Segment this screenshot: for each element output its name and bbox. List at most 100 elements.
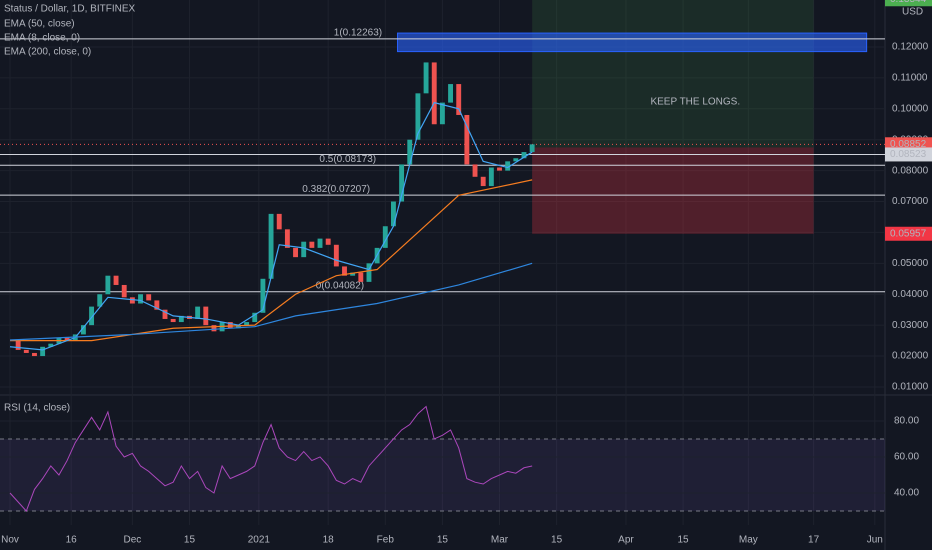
x-tick-label: Dec xyxy=(123,535,141,546)
candle xyxy=(203,306,209,326)
candle xyxy=(146,294,152,301)
candle xyxy=(309,241,315,248)
x-tick-label: 18 xyxy=(323,535,335,546)
x-tick-label: Mar xyxy=(491,535,509,546)
candle xyxy=(121,284,127,298)
candle xyxy=(521,152,527,159)
candle xyxy=(448,84,454,103)
candle xyxy=(211,325,217,332)
x-tick-label: 17 xyxy=(808,535,820,546)
candle xyxy=(80,325,86,335)
x-tick-label: 15 xyxy=(437,535,449,546)
candle xyxy=(293,247,298,258)
candle xyxy=(488,167,494,187)
y-tick-label: 60.00 xyxy=(894,452,919,463)
x-tick-label: Nov xyxy=(1,535,19,546)
candle xyxy=(415,93,421,140)
chart-title: Status / Dollar, 1D, BITFINEX xyxy=(4,4,135,15)
candle xyxy=(170,318,176,323)
zone xyxy=(532,147,814,234)
candle xyxy=(260,278,266,313)
candle xyxy=(333,244,339,267)
x-tick-label: Jun xyxy=(867,535,883,546)
price-badge-label: 0.05957 xyxy=(890,228,927,239)
candle xyxy=(268,213,274,279)
x-tick-label: May xyxy=(739,535,758,546)
candle xyxy=(195,306,201,319)
candle xyxy=(505,161,511,171)
y-tick-label: 0.07000 xyxy=(892,196,929,207)
candle xyxy=(480,176,486,187)
candle xyxy=(431,62,437,125)
candle xyxy=(439,102,445,125)
candle xyxy=(390,201,396,227)
y-tick-label: 0.04000 xyxy=(892,289,929,300)
currency: USD xyxy=(902,7,923,18)
zone xyxy=(532,0,814,148)
candle xyxy=(513,158,519,162)
fib-label: 0.382(0.07207) xyxy=(302,184,370,195)
candle xyxy=(317,238,323,248)
x-tick-label: 15 xyxy=(551,535,563,546)
candle xyxy=(366,263,372,282)
candle xyxy=(32,352,37,357)
candle xyxy=(129,297,135,304)
candle xyxy=(472,164,478,177)
candle xyxy=(40,346,46,357)
candle xyxy=(227,322,233,329)
candle xyxy=(456,84,462,115)
candle xyxy=(358,272,364,282)
candle xyxy=(97,294,103,307)
candle xyxy=(105,275,111,295)
fib-label: 0.5(0.08173) xyxy=(319,154,376,165)
y-tick-label: 0.10000 xyxy=(892,103,929,114)
candle xyxy=(15,340,21,350)
candle xyxy=(399,164,405,202)
price-badge xyxy=(885,226,932,241)
rsi-band xyxy=(0,438,885,512)
candle xyxy=(350,272,356,276)
x-tick-label: Feb xyxy=(377,535,395,546)
ema-line xyxy=(9,101,533,351)
candle xyxy=(23,349,29,353)
y-tick-label: 0.05000 xyxy=(892,258,929,269)
candle xyxy=(89,306,95,326)
y-tick-label: 0.02000 xyxy=(892,351,929,362)
y-tick-label: 0.12000 xyxy=(892,42,929,53)
x-tick-label: 16 xyxy=(66,535,78,546)
y-tick-label: 0.11000 xyxy=(892,73,928,84)
rsi-line xyxy=(9,405,533,512)
indicator-label: EMA (50, close) xyxy=(4,19,75,30)
candle xyxy=(423,62,429,94)
price-badge xyxy=(885,0,932,7)
candle xyxy=(407,139,413,165)
candle xyxy=(464,114,470,165)
candle xyxy=(284,229,290,248)
fib-label: 0(0.04082) xyxy=(316,280,364,291)
candle xyxy=(244,322,250,326)
zone xyxy=(397,32,868,53)
y-tick-label: 0.08000 xyxy=(892,165,929,176)
candle xyxy=(154,300,160,310)
fib-label: 1(0.12263) xyxy=(334,27,382,38)
ema-line xyxy=(9,262,533,341)
candle xyxy=(252,312,258,323)
candle xyxy=(113,275,119,285)
candle xyxy=(342,266,347,276)
candle xyxy=(529,144,535,153)
candle xyxy=(64,337,70,341)
candle xyxy=(382,226,388,248)
x-tick-label: 15 xyxy=(678,535,690,546)
candle xyxy=(325,238,331,245)
x-tick-label: 15 xyxy=(184,535,196,546)
price-axis xyxy=(885,0,932,550)
price-badge-label: 0.08852 xyxy=(890,139,927,150)
candle xyxy=(138,294,143,304)
annotation: KEEP THE LONGS. xyxy=(650,97,740,108)
indicator-label: EMA (200, close, 0) xyxy=(4,47,91,58)
candle xyxy=(235,325,241,329)
candle xyxy=(178,315,184,323)
candle xyxy=(162,309,168,319)
candle xyxy=(48,343,54,347)
x-tick-label: Apr xyxy=(618,535,634,546)
